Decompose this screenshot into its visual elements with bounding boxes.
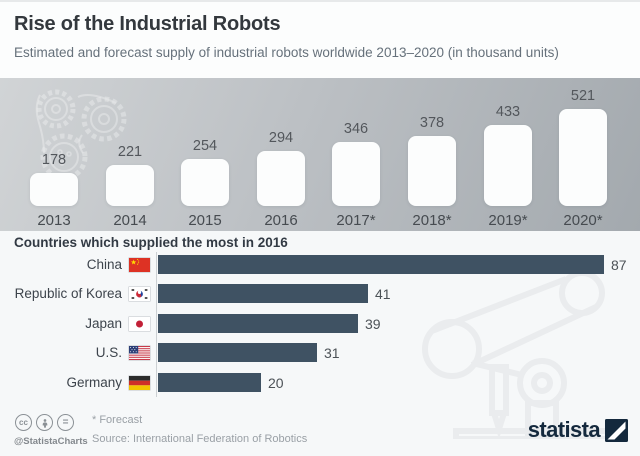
statista-charts-handle[interactable]: @StatistaCharts	[14, 436, 88, 447]
bar-value-label: 521	[570, 88, 596, 104]
top-bar	[30, 173, 78, 206]
bar-value-label: 346	[343, 121, 369, 137]
bar-value-label: 221	[117, 144, 143, 160]
flag-china-icon	[129, 257, 150, 272]
top-bar-group-2017: 346 2017*	[332, 121, 380, 229]
top-bar	[332, 142, 380, 206]
source-attribution: Source: International Federation of Robo…	[92, 433, 308, 445]
country-bar	[158, 255, 604, 274]
country-label: Japan	[85, 316, 122, 331]
year-label: 2017*	[336, 212, 376, 229]
year-label: 2019*	[488, 212, 528, 229]
statista-logo-mark-icon	[605, 418, 628, 442]
country-row-china: China 87	[0, 255, 627, 274]
year-label: 2015	[188, 212, 222, 229]
bar-value-label: 254	[192, 138, 218, 154]
country-value: 87	[611, 256, 627, 273]
country-label: China	[86, 257, 122, 272]
country-label: U.S.	[95, 345, 122, 360]
attribution-person-icon	[36, 414, 53, 431]
country-value: 39	[365, 315, 381, 332]
top-bar-group-2016: 294 2016	[257, 130, 305, 229]
country-value: 41	[375, 285, 391, 302]
flag-germany-icon	[129, 375, 150, 390]
year-label: 2020*	[563, 212, 603, 229]
cc-license[interactable]: cc =	[15, 414, 74, 431]
header: Rise of the Industrial Robots Estimated …	[0, 2, 640, 78]
flag-japan-icon	[129, 316, 150, 331]
gears-watermark-icon	[35, 89, 127, 181]
top-bar-group-2015: 254 2015	[181, 138, 229, 229]
bar-value-label: 433	[495, 104, 521, 120]
country-value: 31	[324, 344, 340, 361]
flag-south-korea-icon	[129, 286, 150, 301]
statista-logo[interactable]: statista	[528, 417, 628, 443]
top-bar-group-2019: 433 2019*	[484, 104, 532, 229]
bar-value-label: 178	[41, 152, 67, 168]
top-bar-group-2014: 221 2014	[106, 144, 154, 229]
country-bar	[158, 314, 358, 333]
country-row-japan: Japan 39	[0, 314, 381, 333]
forecast-footnote: * Forecast	[92, 414, 143, 426]
top-bar	[484, 125, 532, 206]
robot-arm-watermark-icon	[422, 271, 619, 439]
top-bar	[181, 159, 229, 206]
bar-value-label: 378	[419, 115, 445, 131]
top-bar	[106, 165, 154, 206]
year-label: 2014	[113, 212, 147, 229]
country-label: Republic of Korea	[14, 286, 122, 301]
page-title: Rise of the Industrial Robots	[14, 13, 281, 35]
country-row-usa: U.S. 31	[0, 343, 340, 362]
top-bar-group-2018: 378 2018*	[408, 115, 456, 229]
year-label: 2016	[264, 212, 298, 229]
country-row-germany: Germany 20	[0, 373, 284, 392]
page-subtitle: Estimated and forecast supply of industr…	[14, 45, 559, 60]
section-heading: Countries which supplied the most in 201…	[14, 235, 288, 250]
bar-value-label: 294	[268, 130, 294, 146]
country-bar	[158, 284, 368, 303]
no-derivatives-icon: =	[57, 414, 74, 431]
statista-wordmark: statista	[527, 417, 601, 442]
cc-icon: cc	[15, 414, 32, 431]
country-row-south-korea: Republic of Korea 41	[0, 284, 391, 303]
chart-axis-line	[156, 252, 157, 397]
top-bar	[257, 151, 305, 206]
top-bar	[559, 109, 607, 206]
country-bar	[158, 373, 261, 392]
year-label: 2013	[37, 212, 71, 229]
country-bar	[158, 343, 317, 362]
flag-usa-icon	[129, 345, 150, 360]
country-label: Germany	[66, 375, 122, 390]
worldwide-supply-chart: 178 2013 221 2014 254 2015 294 2016 346 …	[0, 78, 640, 231]
top-bar	[408, 136, 456, 206]
year-label: 2018*	[412, 212, 452, 229]
country-value: 20	[268, 374, 284, 391]
top-bar-group-2020: 521 2020*	[559, 88, 607, 229]
countries-supply-chart: Countries which supplied the most in 201…	[0, 231, 640, 439]
top-bar-group-2013: 178 2013	[30, 152, 78, 229]
